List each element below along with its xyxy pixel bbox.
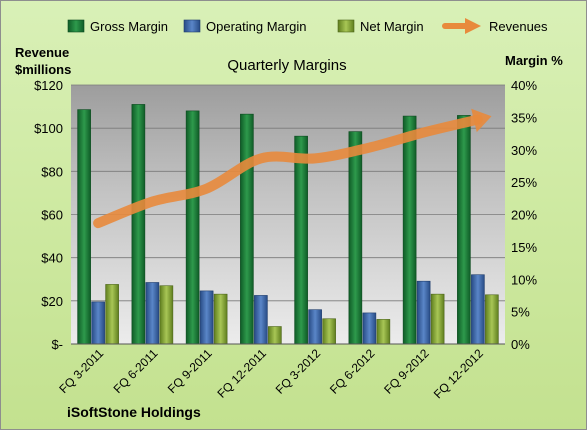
legend-label-net-margin: Net Margin <box>360 19 424 34</box>
bar-gross-margin-1 <box>132 104 145 344</box>
bar-net-margin-0 <box>106 284 119 344</box>
company-name: iSoftStone Holdings <box>67 404 201 420</box>
bar-net-margin-6 <box>431 294 444 344</box>
y-left-label-line2: $millions <box>15 62 71 77</box>
y-left-tick-labels: $- $20 $40 $60 $80 $100 $120 <box>34 78 63 352</box>
bar-gross-margin-5 <box>349 132 362 344</box>
y-right-tick-labels: 0% 5% 10% 15% 20% 25% 30% 35% 40% <box>511 78 537 352</box>
x-tick-2: FQ 9-2011 <box>165 346 215 396</box>
y-right-tick-1: 5% <box>511 305 530 320</box>
legend-operating-margin: Operating Margin <box>184 19 306 34</box>
bar-gross-margin-7 <box>457 115 470 344</box>
bar-net-margin-3 <box>268 327 281 344</box>
y-left-label-line1: Revenue <box>15 45 69 60</box>
y-right-tick-5: 25% <box>511 175 537 190</box>
y-left-tick-1: $20 <box>41 294 63 309</box>
y-left-tick-5: $100 <box>34 121 63 136</box>
bar-operating-margin-5 <box>363 313 376 344</box>
y-left-tick-2: $40 <box>41 251 63 266</box>
bar-net-margin-2 <box>214 294 227 344</box>
y-left-tick-0: $- <box>51 337 63 352</box>
legend-arrowhead-revenues <box>465 18 481 34</box>
y-left-tick-4: $80 <box>41 164 63 179</box>
legend-label-gross-margin: Gross Margin <box>90 19 168 34</box>
bar-net-margin-4 <box>323 319 336 344</box>
x-tick-3: FQ 12-2011 <box>214 346 269 401</box>
bar-net-margin-7 <box>485 295 498 344</box>
bar-gross-margin-2 <box>186 111 199 344</box>
bar-operating-margin-1 <box>146 282 159 344</box>
bar-net-margin-1 <box>160 286 173 344</box>
legend-gross-margin: Gross Margin <box>68 19 168 34</box>
x-tick-4: FQ 3-2012 <box>273 346 324 397</box>
y-right-tick-4: 20% <box>511 208 537 223</box>
bar-gross-margin-6 <box>403 116 416 344</box>
legend: Gross Margin Operating Margin Net Margin… <box>68 18 548 34</box>
x-tick-5: FQ 6-2012 <box>327 346 378 397</box>
bar-operating-margin-0 <box>92 302 105 344</box>
bar-operating-margin-6 <box>417 281 430 344</box>
y-left-tick-3: $60 <box>41 208 63 223</box>
chart-title: Quarterly Margins <box>227 57 346 74</box>
legend-label-revenues: Revenues <box>489 19 548 34</box>
bar-operating-margin-4 <box>309 310 322 344</box>
bar-gross-margin-3 <box>240 114 253 344</box>
y-right-tick-6: 30% <box>511 143 537 158</box>
bar-operating-margin-3 <box>254 295 267 344</box>
legend-swatch-operating-margin <box>184 20 200 32</box>
y-left-tick-6: $120 <box>34 78 63 93</box>
legend-swatch-gross-margin <box>68 20 84 32</box>
bar-operating-margin-7 <box>471 275 484 344</box>
y-right-tick-3: 15% <box>511 240 537 255</box>
y-right-tick-7: 35% <box>511 110 537 125</box>
y-right-tick-0: 0% <box>511 337 530 352</box>
legend-revenues: Revenues <box>445 18 548 34</box>
bar-operating-margin-2 <box>200 291 213 344</box>
x-tick-7: FQ 12-2012 <box>431 346 486 401</box>
bar-gross-margin-4 <box>295 136 308 344</box>
legend-net-margin: Net Margin <box>338 19 424 34</box>
y-right-tick-8: 40% <box>511 78 537 93</box>
x-tick-0: FQ 3-2011 <box>56 346 106 396</box>
x-tick-1: FQ 6-2011 <box>111 346 161 396</box>
bar-net-margin-5 <box>377 319 390 344</box>
legend-swatch-net-margin <box>338 20 354 32</box>
x-tick-6: FQ 9-2012 <box>381 346 432 397</box>
y-right-tick-2: 10% <box>511 272 537 287</box>
bar-gross-margin-0 <box>78 110 91 344</box>
legend-label-operating-margin: Operating Margin <box>206 19 306 34</box>
y-right-label: Margin % <box>505 53 563 68</box>
